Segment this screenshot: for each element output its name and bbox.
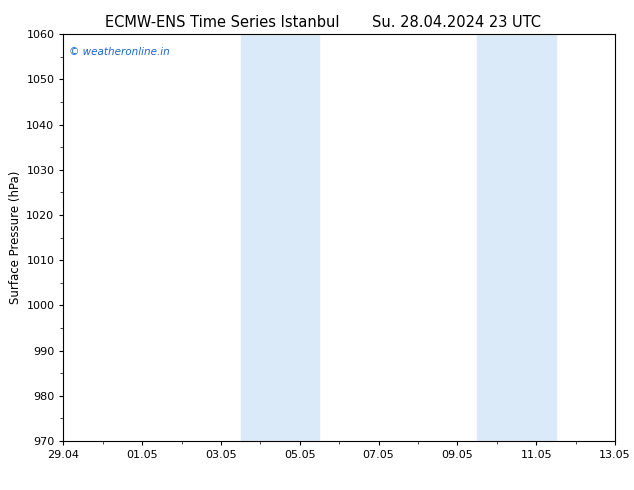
Y-axis label: Surface Pressure (hPa): Surface Pressure (hPa) bbox=[9, 171, 22, 304]
Bar bbox=[241, 34, 320, 441]
Bar bbox=[477, 34, 556, 441]
Text: Su. 28.04.2024 23 UTC: Su. 28.04.2024 23 UTC bbox=[372, 15, 541, 30]
Text: © weatheronline.in: © weatheronline.in bbox=[69, 47, 170, 56]
Text: ECMW-ENS Time Series Istanbul: ECMW-ENS Time Series Istanbul bbox=[105, 15, 339, 30]
